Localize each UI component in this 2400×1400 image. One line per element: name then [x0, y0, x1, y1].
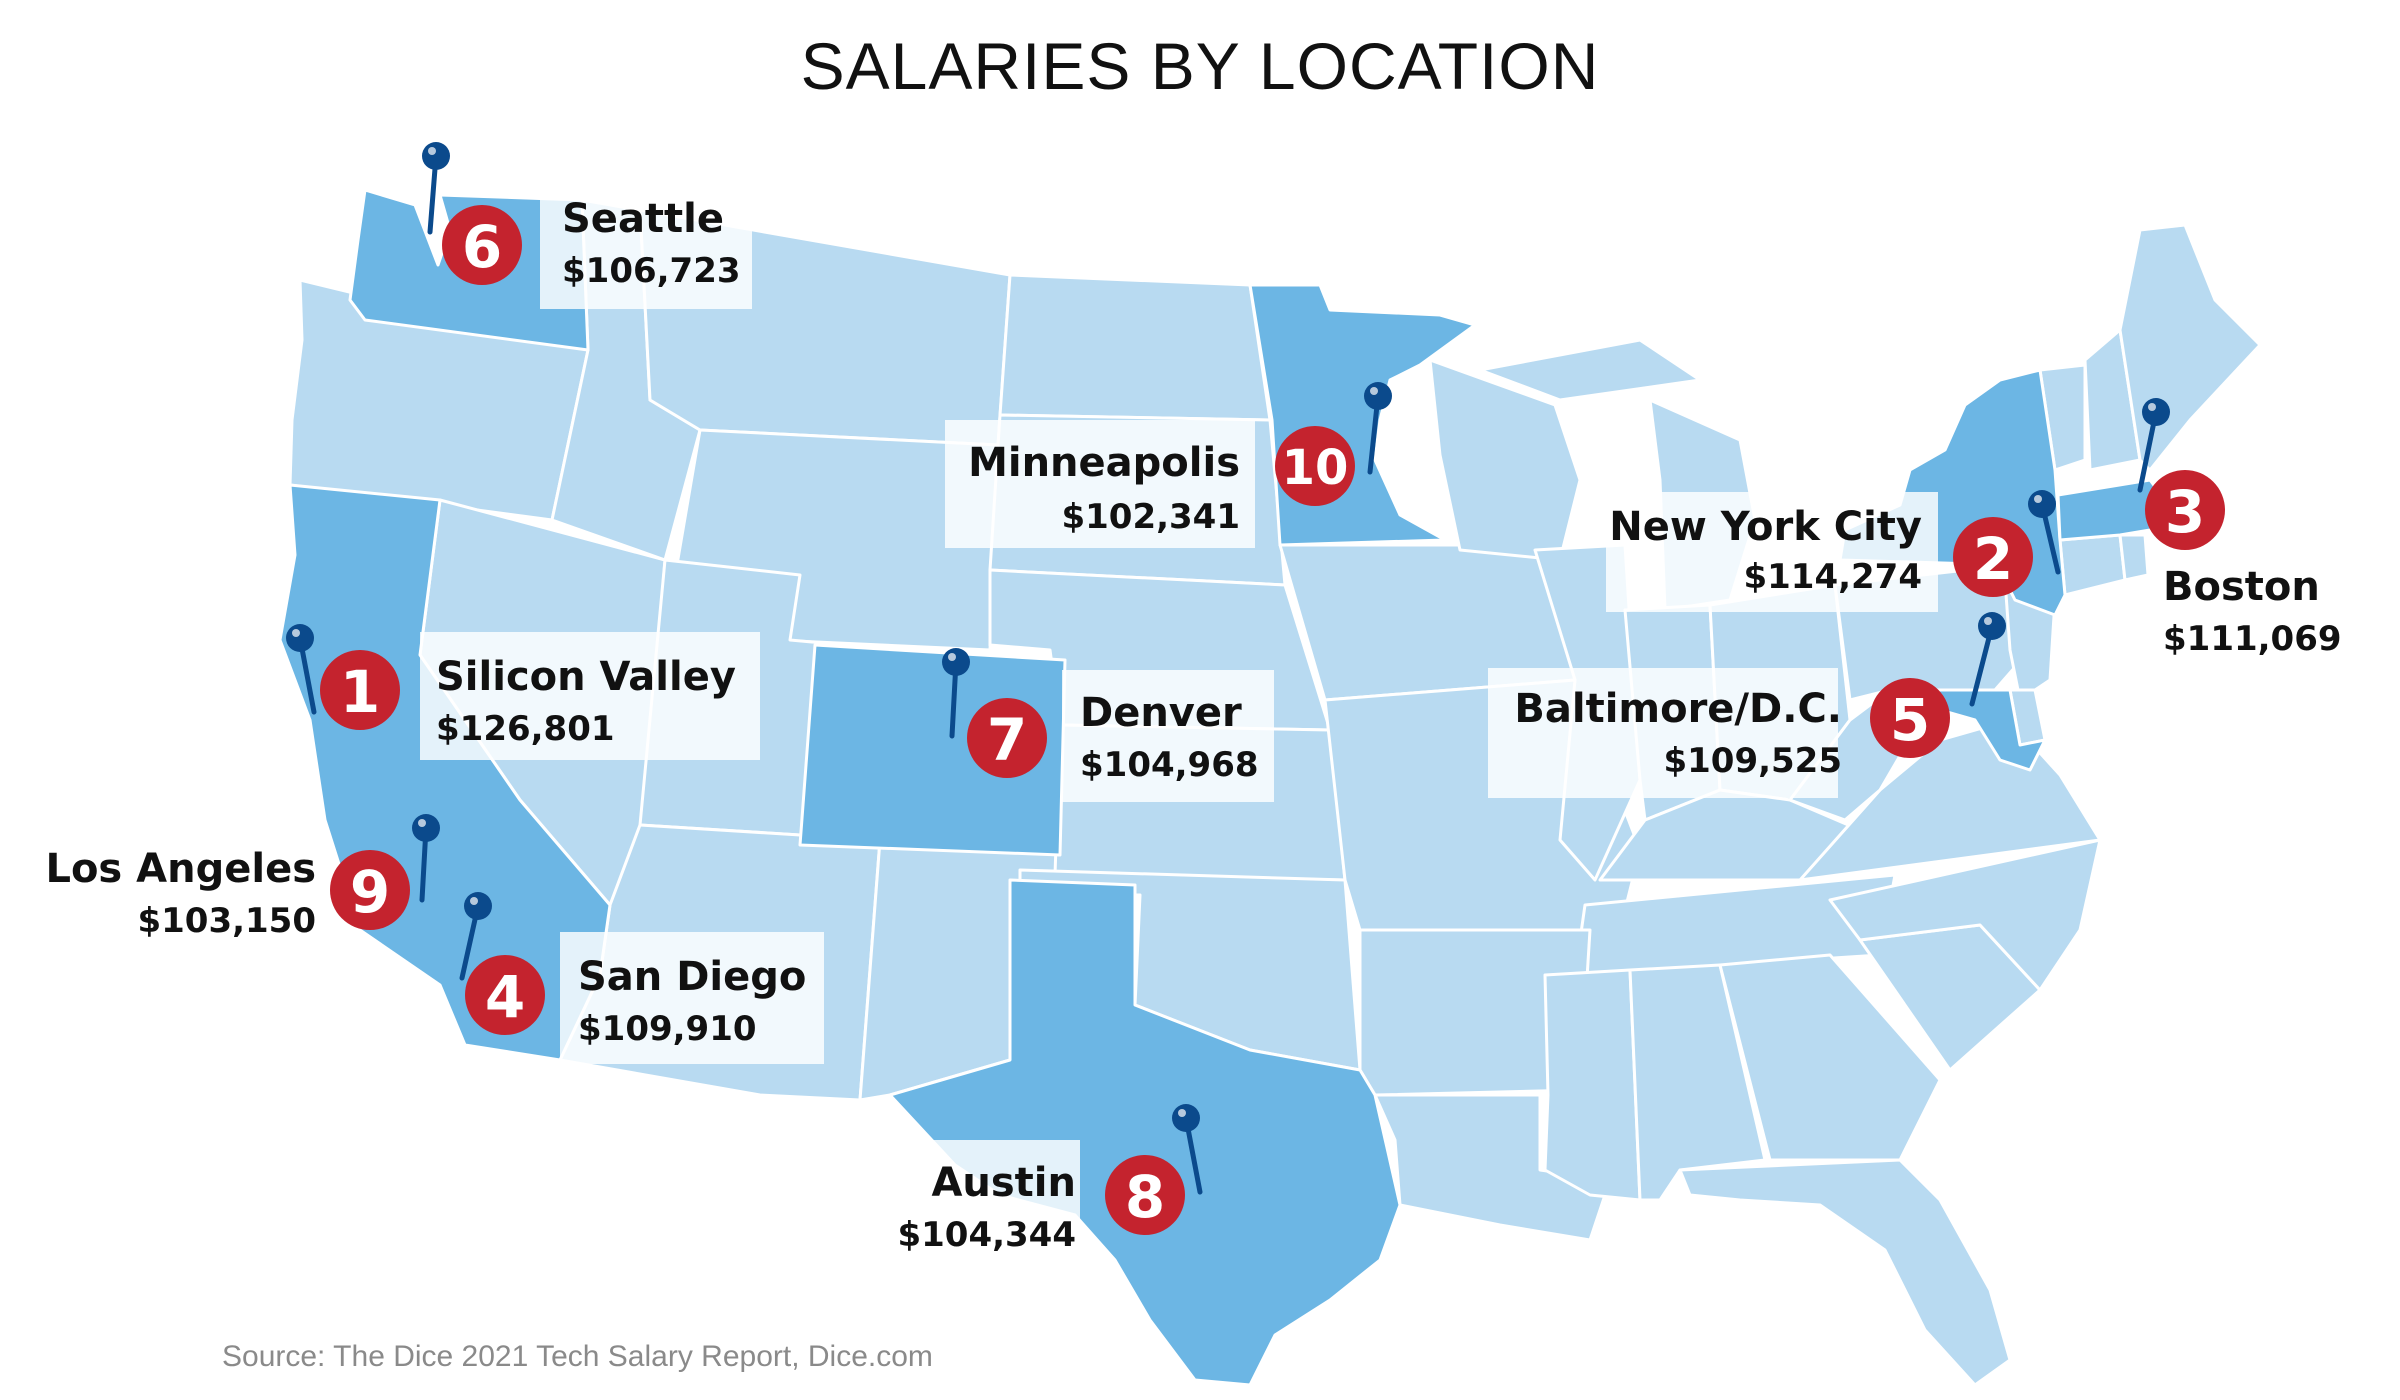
- rank-badge: 8: [1105, 1155, 1185, 1235]
- city-salary: $114,274: [1743, 557, 1922, 597]
- rank-number: 4: [485, 963, 525, 1031]
- rank-number: 3: [2165, 478, 2205, 546]
- city-name: San Diego: [578, 954, 806, 1000]
- map-pin-icon: [412, 814, 440, 903]
- map-pin-icon: [2028, 490, 2061, 575]
- location-marker: 6 Seattle $106,723: [422, 142, 752, 309]
- state-colorado: [798, 643, 1067, 857]
- label-box: [560, 932, 824, 1064]
- map-title: SALARIES BY LOCATION: [800, 29, 1600, 103]
- source-note: Source: The Dice 2021 Tech Salary Report…: [222, 1340, 933, 1373]
- state-georgia: [1718, 953, 1942, 1162]
- location-marker: 4 San Diego $109,910: [459, 892, 824, 1064]
- location-marker: 7 Denver $104,968: [942, 648, 1274, 802]
- map-pin-icon: [2137, 398, 2170, 493]
- label-box: [1606, 492, 1938, 612]
- city-salary: $126,801: [436, 709, 615, 749]
- rank-number: 8: [1125, 1163, 1165, 1231]
- city-name: Seattle: [562, 196, 724, 242]
- city-salary: $103,150: [137, 901, 316, 941]
- map-pin-icon: [1969, 612, 2006, 707]
- rank-badge: 9: [330, 850, 410, 930]
- rank-badge: 10: [1275, 426, 1355, 506]
- city-name: Minneapolis: [968, 440, 1240, 486]
- city-salary: $111,069: [2163, 619, 2342, 659]
- label-box: [540, 193, 752, 309]
- city-name: Denver: [1080, 690, 1242, 736]
- state-rhode-island: [2118, 533, 2150, 582]
- rank-badge: 1: [320, 650, 400, 730]
- rank-number: 1: [340, 658, 380, 726]
- map-pin-icon: [1364, 382, 1392, 475]
- state-louisiana: [1373, 1093, 1612, 1242]
- map-pin-icon: [1172, 1104, 1203, 1195]
- city-salary: $109,910: [578, 1009, 757, 1049]
- state-connecticut: [2058, 533, 2127, 597]
- state-arkansas: [1358, 928, 1592, 1097]
- city-salary: $104,968: [1080, 745, 1259, 785]
- rank-badge: 2: [1953, 517, 2033, 597]
- map-pin-icon: [422, 142, 450, 235]
- map-pin-icon: [942, 648, 970, 739]
- city-salary: $104,344: [897, 1215, 1076, 1255]
- rank-badge: 6: [442, 205, 522, 285]
- map-pin-icon: [286, 624, 317, 715]
- label-box: [420, 632, 760, 760]
- city-name: Baltimore/D.C.: [1514, 686, 1842, 732]
- rank-badge: 7: [967, 698, 1047, 778]
- city-name: Los Angeles: [45, 846, 316, 892]
- state-florida: [1678, 1158, 2012, 1387]
- rank-number: 2: [1973, 525, 2013, 593]
- city-name: New York City: [1609, 504, 1922, 550]
- location-marker: 10 Minneapolis $102,341: [945, 382, 1392, 548]
- rank-number: 6: [462, 213, 502, 281]
- rank-badge: 3: [2145, 470, 2225, 550]
- rank-number: 7: [987, 706, 1027, 774]
- location-marker: 3 Boston $111,069: [2137, 398, 2342, 659]
- label-box: [924, 1140, 1080, 1268]
- state-maine: [2118, 223, 2262, 472]
- city-name: Silicon Valley: [436, 654, 736, 700]
- city-salary: $106,723: [562, 251, 741, 291]
- label-box: [1062, 670, 1274, 802]
- rank-number: 5: [1890, 686, 1930, 754]
- city-salary: $102,341: [1061, 497, 1240, 537]
- location-marker: 8 Austin $104,344: [897, 1104, 1203, 1268]
- city-salary: $109,525: [1663, 741, 1842, 781]
- label-box: [1488, 668, 1838, 798]
- state-mississippi: [1543, 968, 1642, 1202]
- location-marker: 5 Baltimore/D.C. $109,525: [1488, 612, 2006, 798]
- state-north-dakota: [998, 273, 1272, 422]
- location-marker: 9 Los Angeles $103,150: [45, 814, 440, 941]
- rank-badge: 5: [1870, 678, 1950, 758]
- location-marker: 1 Silicon Valley $126,801: [286, 624, 760, 760]
- map-pin-icon: [459, 892, 492, 981]
- label-box: [945, 420, 1255, 548]
- location-marker: 2 New York City $114,274: [1606, 490, 2061, 612]
- rank-number: 10: [1282, 440, 1349, 496]
- salary-labels-layer: 1 Silicon Valley $126,801 2 New York City $11…: [45, 142, 2342, 1268]
- city-name: Austin: [931, 1160, 1076, 1206]
- rank-badge: 4: [465, 955, 545, 1035]
- city-name: Boston: [2163, 564, 2320, 610]
- rank-number: 9: [350, 858, 390, 926]
